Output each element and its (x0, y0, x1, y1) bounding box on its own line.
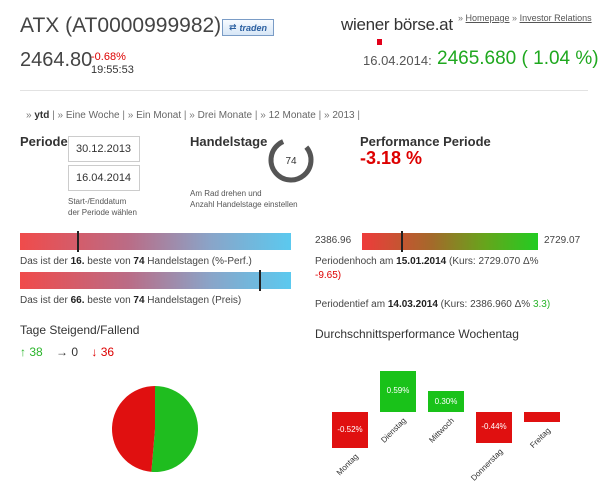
top-links: » Homepage » Investor Relations (458, 13, 592, 23)
divider (20, 90, 588, 91)
period-link[interactable]: 2013 (332, 110, 355, 121)
down-count: ↓ 36 (91, 345, 115, 359)
handelstage-label: Handelstage (190, 134, 268, 149)
weekday-bar: -0.52% (332, 412, 368, 449)
weekday-bar: 0.59% (380, 370, 416, 412)
rank-perf-text: Das ist der 16. beste von 74 Handelstage… (20, 256, 252, 267)
pie-slice-down (111, 386, 155, 472)
period-link[interactable]: ytd (34, 110, 50, 121)
handelstage-value: 74 (285, 156, 297, 167)
weekday-axis-label: Mittwoch (427, 416, 457, 445)
investor-relations-link[interactable]: Investor Relations (519, 13, 592, 23)
weekday-bar: -0.44% (476, 412, 512, 443)
rank-perf-marker (77, 231, 80, 252)
period-high-text: Periodenhoch am 15.01.2014 (Kurs: 2729.0… (315, 256, 539, 267)
current-price: 2464.80 (20, 49, 93, 71)
range-marker (401, 231, 404, 252)
logo-dot (377, 39, 382, 45)
period-link[interactable]: Drei Monate (197, 110, 253, 121)
period-link[interactable]: 12 Monate (268, 110, 316, 121)
wiener-boerse-logo[interactable]: wiener börse.at (341, 15, 453, 34)
performance-value: -3.18 % (360, 148, 423, 168)
trade-icon: ⇄ (228, 22, 237, 32)
pie-slice-up (151, 386, 198, 472)
end-date-input[interactable]: 16.04.2014 (68, 165, 140, 191)
flat-count: → 0 (56, 345, 79, 359)
trade-button[interactable]: ⇄ traden (222, 19, 274, 36)
rank-price-marker (258, 270, 261, 291)
handelstage-wheel[interactable]: 74 (265, 134, 317, 186)
weekday-axis-label: Donnerstag (468, 446, 505, 481)
weekday-bar-label: 0.30% (434, 396, 458, 406)
homepage-link[interactable]: Homepage (465, 13, 510, 23)
reference-value: 2465.680 ( 1.04 %) (437, 48, 599, 69)
handelstage-hint: Am Rad drehen und Anzahl Handelstage ein… (190, 189, 298, 209)
performance-label: Performance Periode (360, 134, 491, 149)
up-down-pie (111, 386, 198, 472)
tage-counts: ↑ 38 → 0 ↓ 36 (20, 345, 114, 359)
page-title: ATX (AT0000999982) (20, 14, 222, 37)
weekday-axis-label: Montag (335, 452, 361, 478)
change-percent: -0.68% (91, 51, 126, 63)
quote-time: 19:55:53 (91, 64, 134, 76)
period-link[interactable]: Ein Monat (136, 110, 182, 121)
reference-date: 16.04.2014: (363, 53, 432, 68)
rank-perf-bar (20, 233, 291, 250)
weekday-bar-label: -0.52% (337, 425, 363, 435)
weekday-bar-label: 0.59% (386, 386, 410, 396)
period-low-text: Periodentief am 14.03.2014 (Kurs: 2386.9… (315, 299, 551, 310)
period-selector: » ytd | » Eine Woche | » Ein Monat | » D… (26, 110, 360, 121)
up-count: ↑ 38 (20, 345, 43, 359)
start-date-input[interactable]: 30.12.2013 (68, 136, 140, 162)
period-high-delta: -9.65) (315, 270, 342, 281)
weekday-bar: 0.30% (428, 391, 464, 412)
rank-price-bar (20, 272, 291, 289)
weekday-axis-label: Freitag (528, 425, 553, 450)
periode-hint: Start-/Enddatum der Periode wählen (68, 197, 137, 217)
range-low: 2386.96 (315, 235, 352, 246)
weekday-bar-label: -0.44% (481, 422, 507, 432)
weekday-chart: -0.52% Montag 0.59% Dienstag 0.30% Mittwoch -0… (315, 360, 575, 481)
period-link[interactable]: Eine Woche (65, 110, 120, 121)
periode-label: Periode (20, 134, 68, 149)
rank-price-text: Das ist der 66. beste von 74 Handelstage… (20, 295, 242, 306)
trade-button-label: traden (239, 22, 268, 33)
range-bar (362, 233, 538, 250)
tage-title: Tage Steigend/Fallend (20, 323, 140, 337)
weekday-bar (524, 412, 560, 422)
weekday-axis-label: Dienstag (379, 416, 409, 445)
range-high: 2729.07 (544, 235, 581, 246)
weekday-title: Durchschnittsperformance Wochentag (315, 327, 519, 341)
